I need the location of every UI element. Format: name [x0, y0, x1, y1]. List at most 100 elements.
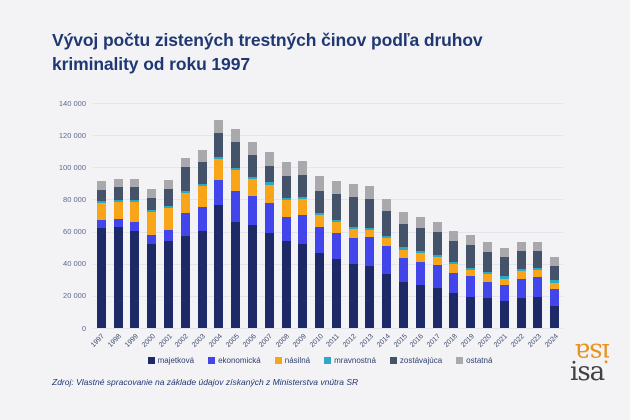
bar-segment-majetková: [466, 296, 476, 328]
legend-swatch: [324, 357, 332, 364]
bar-segment-ostatná: [214, 120, 224, 133]
bar-segment-ekonomická: [533, 276, 543, 298]
bar-2019: [466, 235, 476, 328]
bar-segment-ostatná: [180, 157, 190, 168]
bar-segment-násilná: [499, 278, 509, 286]
bar-2012: [348, 184, 358, 328]
bar-segment-ekonomická: [348, 238, 358, 265]
bar-segment-ostatná: [147, 188, 157, 198]
bar-segment-zostávajúca: [432, 232, 442, 255]
legend-item-majetková: majetková: [147, 356, 195, 365]
bar-segment-ekonomická: [432, 265, 442, 288]
bar-segment-ostatná: [449, 230, 459, 241]
bar-segment-majetková: [197, 231, 207, 328]
y-tick-label: 120 000: [58, 130, 86, 140]
bar-segment-zostávajúca: [382, 211, 392, 236]
bar-2020: [482, 242, 492, 328]
bar-segment-ostatná: [164, 179, 174, 190]
bar-segment-mravnostná: [399, 247, 409, 250]
bar-segment-ekonomická: [415, 261, 425, 286]
bar-segment-majetková: [247, 224, 257, 328]
bar-segment-mravnostná: [466, 267, 476, 270]
bar-segment-zostávajúca: [482, 251, 492, 272]
legend-label: ostatná: [466, 356, 493, 365]
bar-segment-ekonomická: [113, 219, 123, 227]
bar-segment-násilná: [180, 192, 190, 213]
bar-segment-majetková: [449, 293, 459, 328]
bar-segment-ostatná: [348, 184, 358, 198]
bar-2008: [281, 162, 291, 328]
bar-segment-ekonomická: [197, 207, 207, 232]
bar-segment-majetková: [214, 205, 224, 328]
bar-segment-zostávajúca: [180, 167, 190, 191]
plot-area: [93, 103, 563, 329]
bar-segment-mravnostná: [113, 200, 123, 203]
bar-segment-ostatná: [315, 176, 325, 191]
bar-segment-mravnostná: [382, 235, 392, 239]
legend-swatch: [208, 357, 216, 364]
bar-segment-zostávajúca: [415, 228, 425, 252]
bar-2006: [247, 141, 257, 328]
legend-item-násilná: násilná: [274, 356, 310, 365]
bar-segment-mravnostná: [315, 212, 325, 215]
chart-legend: majetková ekonomická násilná mravnostná zost…: [70, 356, 570, 365]
bar-2011: [331, 180, 341, 328]
legend-item-mravnostná: mravnostná: [324, 356, 376, 365]
bar-2007: [264, 151, 274, 328]
bar-segment-ekonomická: [298, 214, 308, 244]
bar-segment-ostatná: [96, 181, 106, 190]
bar-segment-ekonomická: [449, 273, 459, 294]
bar-segment-ostatná: [382, 198, 392, 212]
bar-segment-mravnostná: [231, 168, 241, 171]
bar-segment-zostávajúca: [298, 174, 308, 198]
bar-2014: [382, 198, 392, 328]
bar-segment-ekonomická: [96, 220, 106, 229]
bar-segment-násilná: [214, 158, 224, 180]
bar-segment-násilná: [231, 170, 241, 192]
y-tick-label: 60 000: [63, 227, 86, 237]
bar-segment-ekonomická: [315, 226, 325, 253]
bar-2021: [499, 248, 509, 328]
bar-segment-zostávajúca: [197, 161, 207, 185]
legend-item-ekonomická: ekonomická: [208, 356, 261, 365]
bar-segment-ostatná: [499, 248, 509, 258]
legend-item-ostatná: ostatná: [456, 356, 492, 365]
bar-segment-mravnostná: [550, 280, 560, 283]
bar-segment-násilná: [197, 186, 207, 207]
bar-segment-majetková: [415, 285, 425, 328]
bar-segment-majetková: [231, 222, 241, 328]
bar-segment-ostatná: [113, 179, 123, 188]
legend-label: majetková: [157, 356, 195, 365]
bar-segment-zostávajúca: [499, 257, 509, 277]
bar-segment-ostatná: [399, 211, 409, 224]
bar-segment-ekonomická: [550, 289, 560, 306]
logo-flipped-text: isa: [575, 336, 610, 367]
bar-segment-násilná: [348, 229, 358, 239]
legend-label: mravnostná: [334, 356, 376, 365]
bar-segment-ostatná: [432, 221, 442, 233]
bar-1998: [113, 179, 123, 328]
bar-segment-ekonomická: [164, 229, 174, 242]
bar-segment-zostávajúca: [365, 198, 375, 229]
legend-swatch: [389, 357, 397, 364]
bar-segment-majetková: [382, 274, 392, 328]
bar-segment-zostávajúca: [247, 155, 257, 177]
bar-2002: [180, 157, 190, 328]
legend-swatch: [456, 357, 464, 364]
bar-segment-ekonomická: [365, 236, 375, 267]
gridline: [93, 167, 563, 169]
bar-segment-mravnostná: [533, 267, 543, 271]
bar-2013: [365, 185, 375, 328]
bar-segment-majetková: [365, 266, 375, 328]
bar-segment-ostatná: [516, 241, 526, 252]
y-tick-label: 80 000: [63, 194, 86, 204]
bar-segment-mravnostná: [147, 210, 157, 213]
bar-segment-mravnostná: [365, 228, 375, 231]
bar-segment-násilná: [264, 184, 274, 203]
gridline: [93, 263, 563, 265]
bar-segment-zostávajúca: [449, 240, 459, 262]
bar-segment-mravnostná: [348, 226, 358, 230]
source-note: Zdroj: Vlastné spracovanie na základe úd…: [52, 377, 359, 387]
bar-segment-zostávajúca: [516, 251, 526, 269]
